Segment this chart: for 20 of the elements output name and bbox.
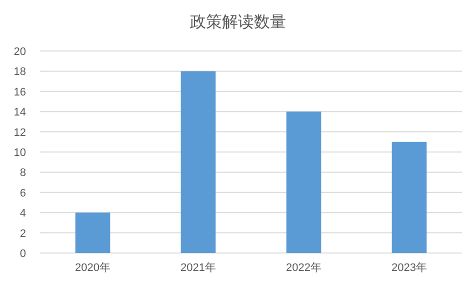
y-tick-label: 12: [14, 126, 26, 139]
x-tick-label: 2022年: [286, 262, 322, 274]
x-tick-label: 2020年: [75, 262, 110, 274]
y-tick-label: 0: [20, 248, 26, 260]
y-tick-label: 14: [14, 106, 26, 119]
y-tick-label: 8: [20, 167, 26, 180]
x-tick-label: 2021年: [180, 262, 216, 274]
chart-title: 政策解读数量: [190, 13, 286, 31]
y-tick-label: 2: [20, 228, 26, 240]
x-tick-label: 2023年: [392, 262, 427, 274]
y-tick-label: 18: [14, 66, 26, 78]
y-tick-label: 4: [20, 208, 26, 220]
y-tick-label: 16: [14, 86, 26, 98]
y-tick-label: 6: [20, 187, 26, 200]
bar: [75, 212, 110, 253]
y-tick-label: 10: [14, 147, 26, 159]
bar: [286, 112, 322, 253]
y-tick-label: 20: [14, 46, 26, 58]
bar: [180, 71, 216, 253]
bar: [392, 142, 427, 253]
